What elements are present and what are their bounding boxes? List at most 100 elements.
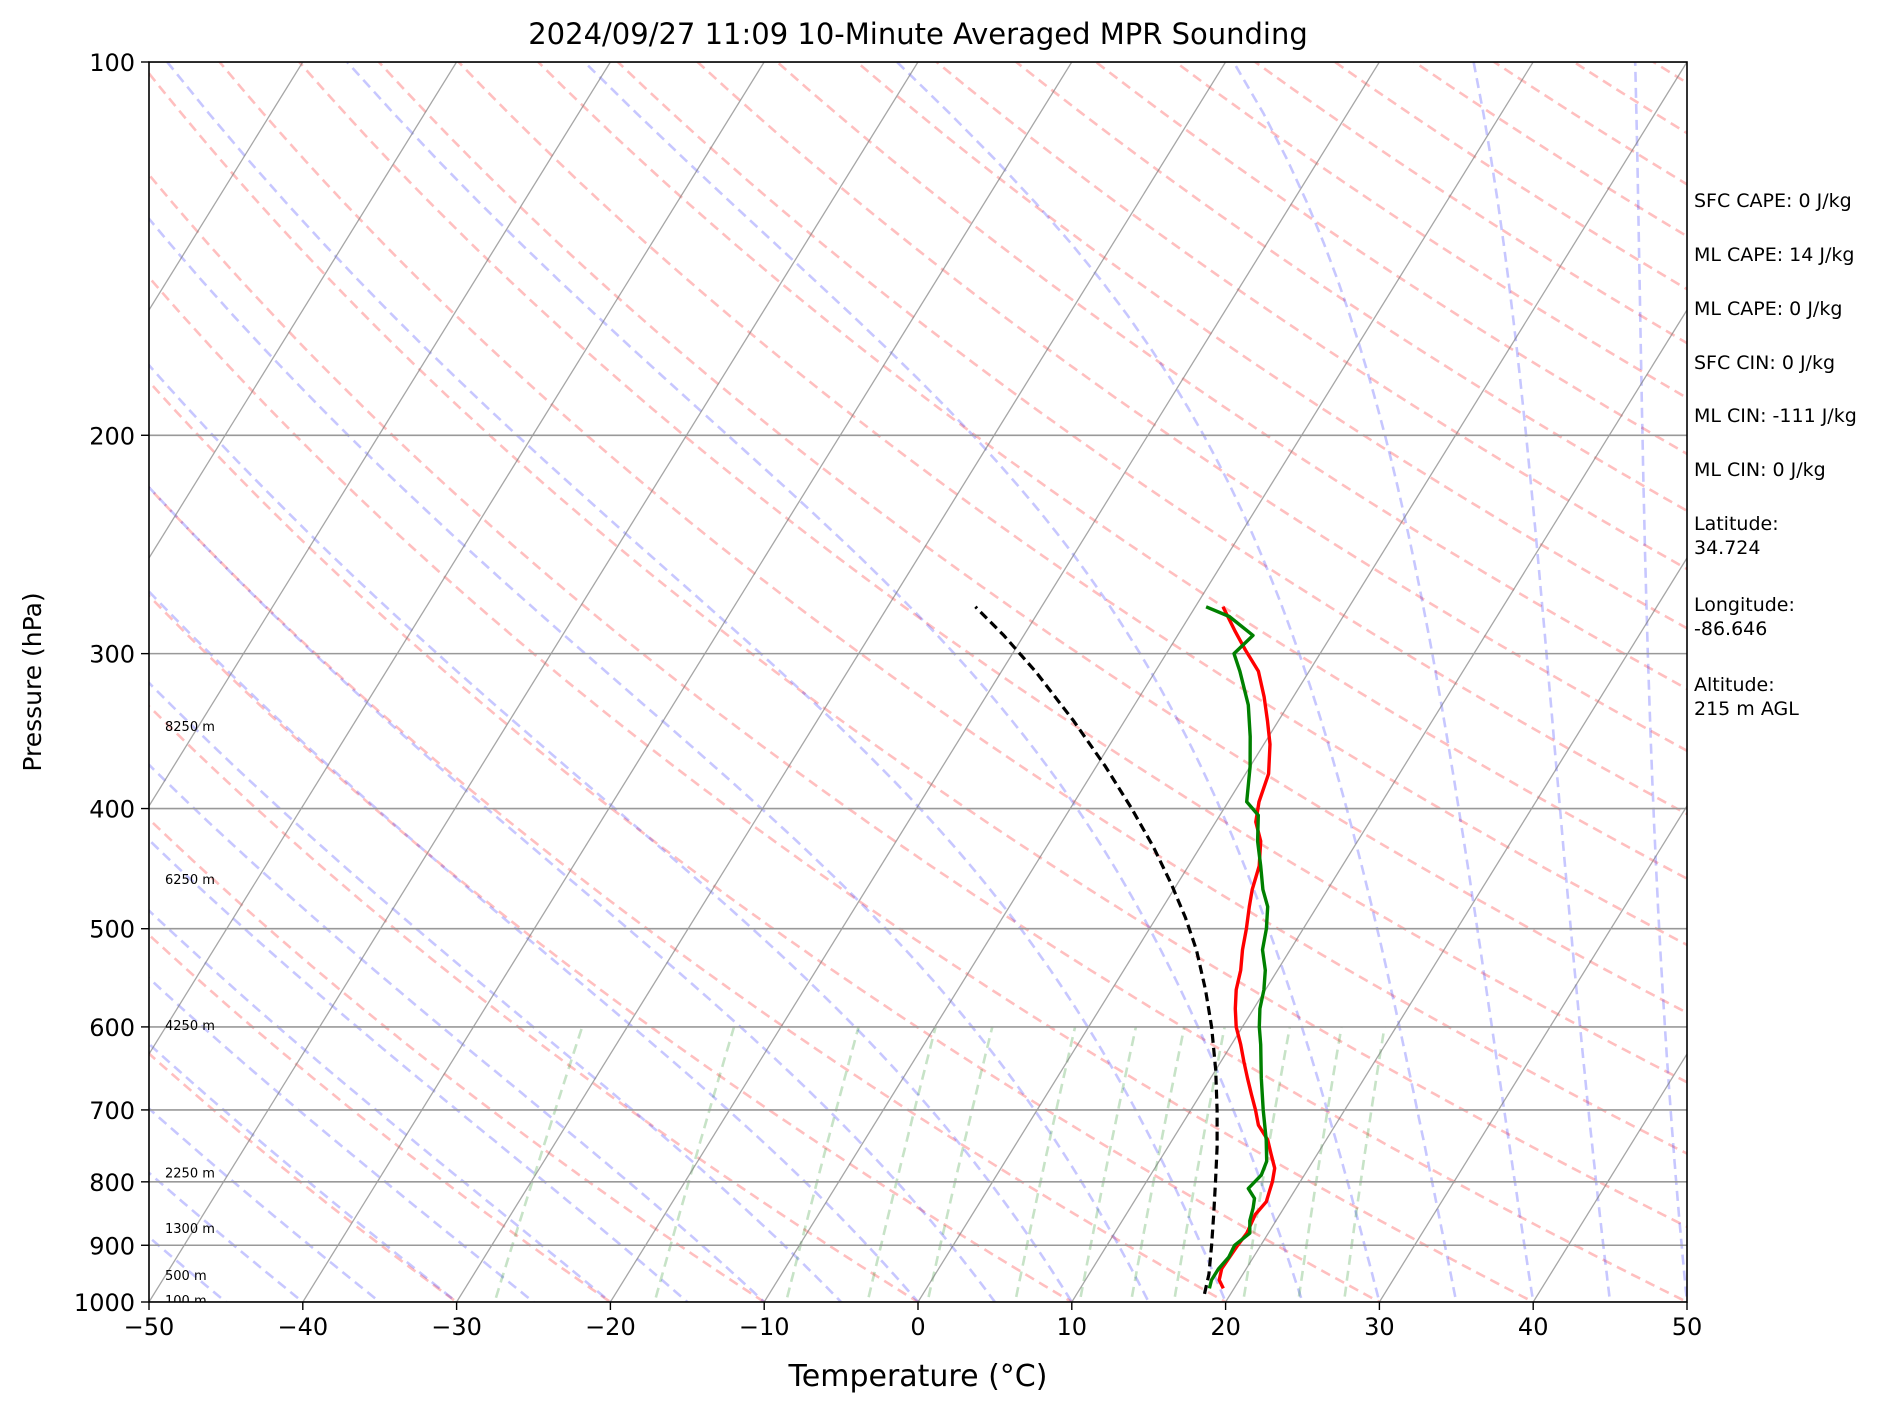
dry-adiabat-line bbox=[1846, 34, 1899, 1328]
mixing-ratio-line bbox=[653, 1026, 736, 1302]
isotherm-line bbox=[149, 62, 919, 1302]
info-panel-item: Longitude: -86.646 bbox=[1694, 594, 1795, 640]
mixing-ratio-line bbox=[1342, 1026, 1386, 1302]
x-tick-label: 40 bbox=[1518, 1313, 1549, 1341]
moist-adiabat-line bbox=[149, 1171, 305, 1302]
dry-adiabat-line bbox=[934, 62, 1687, 571]
moist-adiabat-line bbox=[149, 1106, 382, 1302]
info-panel-item: SFC CAPE: 0 J/kg bbox=[1694, 190, 1852, 212]
height-label: 6250 m bbox=[165, 873, 215, 888]
x-tick-label: −40 bbox=[277, 1313, 328, 1341]
dry-adiabat-line bbox=[377, 62, 1687, 1015]
info-panel-item: Latitude: 34.724 bbox=[1694, 513, 1779, 559]
series-line-1 bbox=[1217, 606, 1277, 1290]
isotherm-line bbox=[149, 62, 765, 1056]
dry-adiabat-line bbox=[149, 71, 1687, 1229]
dry-adiabat-line bbox=[149, 593, 1075, 1302]
moist-adiabat-line bbox=[346, 62, 1304, 1302]
moist-adiabat-line bbox=[149, 1042, 459, 1302]
mixing-ratio-line bbox=[493, 1026, 584, 1302]
series-line-3 bbox=[974, 605, 1219, 1295]
x-axis-label: Temperature (°C) bbox=[788, 1359, 1048, 1394]
y-tick-label: 400 bbox=[89, 796, 135, 824]
isotherm-line bbox=[302, 62, 1073, 1302]
mixing-ratio-line bbox=[926, 1026, 994, 1302]
background-lines bbox=[0, 34, 1899, 1328]
dry-adiabat-line bbox=[149, 1051, 459, 1302]
dry-adiabat-line bbox=[456, 62, 1687, 947]
isotherm-line bbox=[1378, 804, 1687, 1302]
dry-adiabat-line bbox=[695, 62, 1687, 753]
y-tick-label: 200 bbox=[89, 422, 135, 450]
isotherm-line bbox=[1532, 1052, 1687, 1302]
chart-title: 2024/09/27 11:09 10-Minute Averaged MPR … bbox=[528, 17, 1308, 51]
isotherm-line bbox=[763, 62, 1534, 1302]
dry-adiabat-line bbox=[149, 275, 1537, 1302]
info-panel-item: ML CAPE: 14 J/kg bbox=[1694, 244, 1855, 266]
y-tick-label: 300 bbox=[89, 641, 135, 669]
mixing-ratio-line bbox=[866, 1026, 937, 1302]
mixing-ratio-line bbox=[1172, 1026, 1226, 1302]
mixing-ratio-line bbox=[1013, 1026, 1077, 1302]
height-label: 1300 m bbox=[165, 1222, 215, 1237]
info-panel-item: Altitude: 215 m AGL bbox=[1694, 674, 1799, 720]
dry-adiabat-line bbox=[775, 62, 1687, 691]
moist-adiabat-line bbox=[149, 1235, 228, 1302]
y-tick-label: 500 bbox=[89, 916, 135, 944]
moist-adiabat-line bbox=[149, 589, 920, 1302]
isotherm-line bbox=[609, 62, 1381, 1302]
isotherm-line bbox=[149, 62, 612, 808]
moist-adiabat-line bbox=[149, 976, 536, 1302]
moist-adiabat-line bbox=[1633, 62, 1687, 1302]
info-panel-item: SFC CIN: 0 J/kg bbox=[1694, 352, 1836, 374]
moist-adiabat-line bbox=[583, 62, 1381, 1302]
mixing-ratio-line bbox=[1129, 1026, 1186, 1302]
dry-adiabat-line bbox=[149, 817, 767, 1302]
mixing-ratio-line bbox=[1241, 1026, 1292, 1302]
isotherm-line bbox=[455, 62, 1227, 1302]
y-tick-label: 1000 bbox=[74, 1289, 135, 1317]
moist-adiabat-line bbox=[149, 762, 767, 1302]
height-label: 2250 m bbox=[165, 1166, 215, 1181]
y-tick-label: 900 bbox=[89, 1232, 135, 1260]
x-tick-label: 30 bbox=[1364, 1313, 1395, 1341]
series-line-2 bbox=[1205, 605, 1270, 1289]
y-tick-label: 800 bbox=[89, 1169, 135, 1197]
y-tick-label: 700 bbox=[89, 1097, 135, 1125]
info-panel-item: ML CAPE: 0 J/kg bbox=[1694, 298, 1843, 320]
x-tick-label: −10 bbox=[739, 1313, 790, 1341]
dry-adiabat-line bbox=[149, 172, 1687, 1302]
isotherm-line bbox=[917, 62, 1687, 1302]
x-tick-label: −50 bbox=[124, 1313, 175, 1341]
dry-adiabat-line bbox=[149, 704, 921, 1302]
x-tick-label: −20 bbox=[585, 1313, 636, 1341]
isotherm-line bbox=[1071, 308, 1687, 1302]
dry-adiabat-line bbox=[149, 485, 1229, 1302]
y-tick-label: 600 bbox=[89, 1014, 135, 1042]
moist-adiabat-line bbox=[896, 62, 1458, 1302]
y-axis-label: Pressure (hPa) bbox=[18, 592, 47, 771]
moist-adiabat-line bbox=[149, 680, 843, 1302]
moist-adiabat-line bbox=[149, 838, 690, 1302]
dry-adiabat-line bbox=[149, 933, 613, 1302]
y-tick-label: 100 bbox=[89, 49, 135, 77]
x-tick-label: −30 bbox=[431, 1313, 482, 1341]
dry-adiabat-line bbox=[1332, 62, 1687, 291]
info-panel-item: ML CIN: 0 J/kg bbox=[1694, 459, 1826, 481]
isotherm-line bbox=[1224, 556, 1687, 1302]
moist-adiabat-line bbox=[149, 363, 1074, 1302]
x-tick-label: 0 bbox=[910, 1313, 925, 1341]
mixing-ratio-line bbox=[1078, 1026, 1138, 1302]
mixing-ratio-line bbox=[784, 1026, 860, 1302]
dry-adiabat-line bbox=[536, 62, 1687, 881]
dry-adiabat-line bbox=[854, 62, 1687, 630]
isotherm-line bbox=[0, 34, 12, 1328]
series-layer: 8250 m 6250 m 4250 m 2250 m 1300 m 500 m 100 m bbox=[165, 605, 1277, 1309]
isotherm-line bbox=[149, 62, 304, 312]
x-tick-label: 10 bbox=[1057, 1313, 1088, 1341]
dry-adiabat-line bbox=[616, 62, 1687, 816]
height-label: 100 m bbox=[165, 1294, 207, 1309]
x-tick-label: 50 bbox=[1672, 1313, 1703, 1341]
moist-adiabat-line bbox=[149, 216, 1151, 1302]
